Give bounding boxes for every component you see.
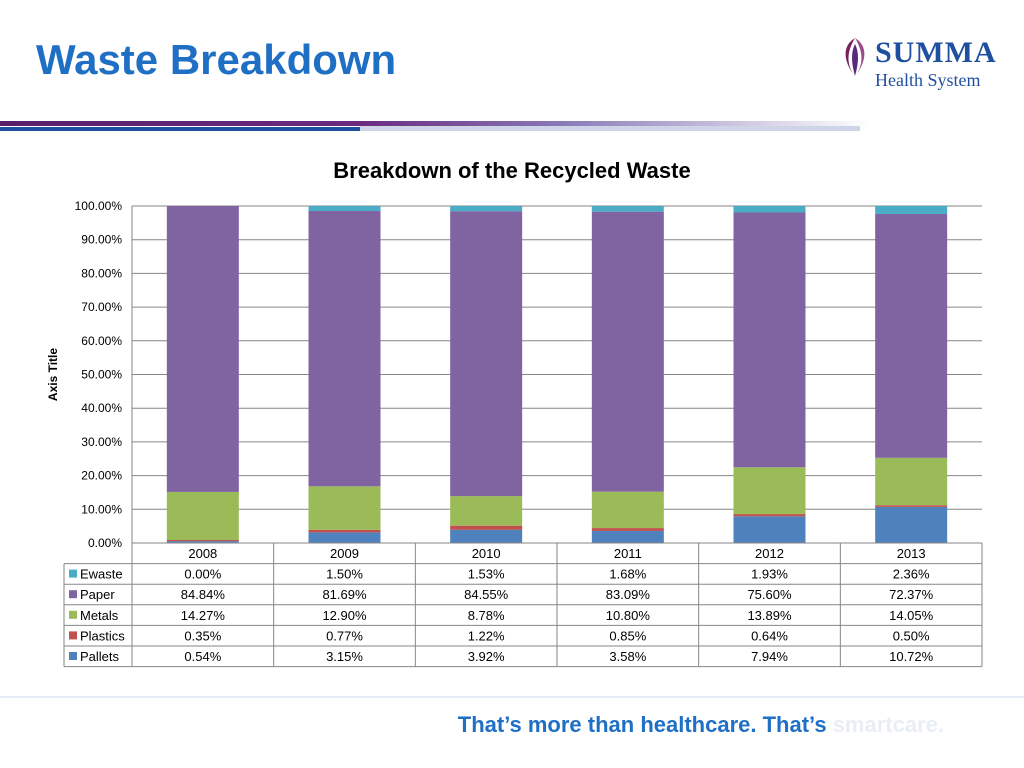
data-cell: 2.36%: [893, 567, 930, 582]
data-cell: 81.69%: [322, 587, 367, 602]
bar-paper-2009: [308, 211, 381, 487]
y-tick-label: 100.00%: [75, 199, 123, 213]
bar-ewaste-2012: [733, 206, 806, 213]
data-cell: 0.00%: [184, 567, 221, 582]
legend-label: Pallets: [80, 649, 120, 664]
legend-key-ewaste: [69, 569, 77, 578]
data-cell: 1.50%: [326, 567, 363, 582]
stacked-bar-chart: 0.00% 10.00% 20.00% 30.00% 40.00% 50.00% 60.00…: [46, 199, 983, 668]
data-cell: 1.22%: [468, 628, 505, 643]
bar-plastics-2009: [308, 529, 381, 533]
legend-label: Plastics: [80, 628, 125, 643]
bar-ewaste-2013: [875, 206, 948, 214]
legend-label: Metals: [80, 608, 119, 623]
bar-plastics-2012: [733, 514, 806, 517]
bar-paper-2013: [875, 213, 948, 458]
tagline-main: That’s more than healthcare. That’s: [457, 712, 833, 737]
bar-ewaste-2009: [308, 205, 381, 212]
legend-key-paper: [69, 590, 77, 599]
data-cell: 0.64%: [751, 628, 788, 643]
bar-pallets-2011: [591, 530, 664, 543]
slide-title: Waste Breakdown: [36, 36, 397, 83]
data-cell: 3.58%: [609, 649, 646, 664]
logo-subtitle: Health System: [875, 70, 981, 90]
y-tick-label: 50.00%: [81, 368, 122, 382]
data-cell: 7.94%: [751, 649, 788, 664]
data-cell: 14.27%: [181, 608, 226, 623]
data-cell: 0.85%: [609, 628, 646, 643]
x-category-label: 2012: [755, 546, 784, 561]
bar-pallets-2008: [166, 541, 239, 543]
tagline-accent: smartcare.: [832, 712, 944, 737]
data-cell: 72.37%: [889, 587, 934, 602]
legend-key-pallets: [69, 652, 77, 660]
data-cell: 14.05%: [889, 608, 934, 623]
data-cell: 75.60%: [747, 587, 792, 602]
y-tick-label: 80.00%: [81, 266, 122, 280]
bar-metals-2009: [308, 486, 381, 530]
data-cell: 13.89%: [747, 608, 792, 623]
data-cell: 3.15%: [326, 649, 363, 664]
bar-plastics-2010: [450, 525, 523, 530]
data-cell: 8.78%: [468, 608, 505, 623]
data-cell: 0.35%: [184, 628, 221, 643]
bar-metals-2012: [733, 467, 806, 515]
bar-plastics-2011: [591, 528, 664, 531]
y-tick-label: 40.00%: [81, 401, 122, 415]
y-tick-label: 60.00%: [81, 334, 122, 348]
y-tick-label: 10.00%: [81, 502, 122, 516]
bar-metals-2011: [591, 491, 664, 529]
bar-plastics-2008: [166, 540, 239, 542]
legend-key-metals: [69, 610, 77, 619]
data-cell: 84.55%: [464, 587, 509, 602]
bar-paper-2008: [166, 206, 239, 492]
footer-tagline: That’s more than healthcare. That’s smar…: [458, 712, 944, 738]
data-cell: 10.72%: [889, 649, 934, 664]
bar-paper-2012: [733, 212, 806, 468]
data-cell: 1.93%: [751, 567, 788, 582]
data-cell: 3.92%: [468, 649, 505, 664]
legend-label: Ewaste: [80, 567, 123, 582]
bar-ewaste-2010: [450, 206, 523, 212]
data-cell: 1.68%: [609, 567, 646, 582]
chart-title: Breakdown of the Recycled Waste: [333, 158, 691, 183]
bar-pallets-2012: [733, 516, 806, 543]
x-category-label: 2009: [330, 546, 359, 561]
bar-pallets-2009: [308, 532, 381, 543]
bar-ewaste-2011: [591, 206, 664, 212]
logo-mark-icon: [845, 38, 865, 76]
x-category-label: 2011: [614, 546, 642, 561]
data-cell: 1.53%: [468, 567, 505, 582]
data-cell: 0.50%: [893, 628, 930, 643]
data-cell: 0.54%: [184, 649, 221, 664]
data-cell: 0.77%: [326, 628, 363, 643]
bar-metals-2013: [875, 457, 948, 506]
logo-wordmark: SUMMA: [875, 36, 997, 69]
legend-label: Paper: [80, 587, 115, 602]
data-cell: 84.84%: [181, 587, 226, 602]
y-tick-label: 70.00%: [81, 300, 122, 314]
x-category-label: 2008: [188, 546, 217, 561]
y-tick-label: 20.00%: [81, 469, 122, 483]
bar-pallets-2013: [875, 506, 948, 543]
y-axis-title: Axis Title: [46, 348, 60, 401]
y-tick-label: 90.00%: [81, 233, 122, 247]
bar-metals-2010: [450, 496, 523, 526]
x-category-label: 2010: [472, 546, 501, 561]
footer-divider: [0, 696, 1024, 698]
summa-logo: SUMMA Health System: [835, 34, 997, 94]
header-band: [0, 121, 1024, 131]
data-cell: 83.09%: [606, 587, 651, 602]
legend-key-plastics: [69, 631, 77, 640]
bar-metals-2008: [166, 491, 239, 541]
data-cell: 12.90%: [322, 608, 367, 623]
y-tick-label: 30.00%: [81, 435, 122, 449]
bar-plastics-2013: [875, 505, 948, 507]
y-tick-label: 0.00%: [88, 536, 122, 550]
bar-pallets-2010: [450, 529, 523, 543]
bar-paper-2010: [450, 211, 523, 497]
data-cell: 10.80%: [606, 608, 651, 623]
x-category-label: 2013: [897, 546, 926, 561]
bar-paper-2011: [591, 211, 664, 492]
